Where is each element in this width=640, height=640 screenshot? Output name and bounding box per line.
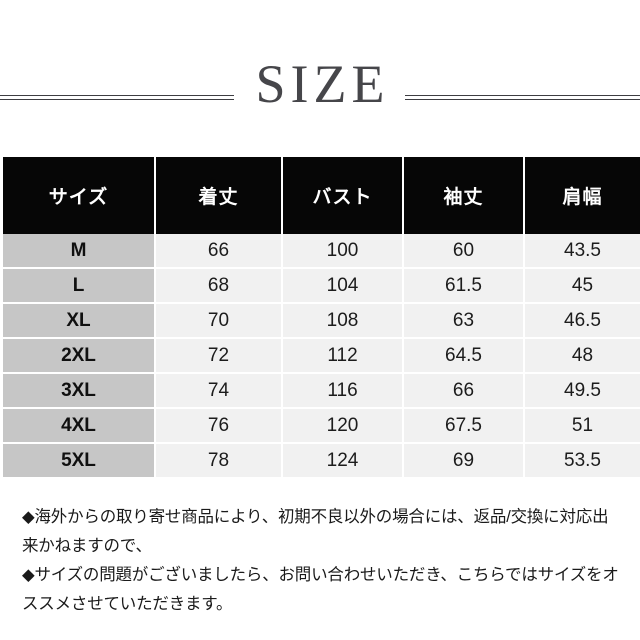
- cell-size: M: [3, 234, 156, 269]
- table-body: M 66 100 60 43.5 L 68 104 61.5 45 XL 70 …: [3, 234, 640, 477]
- table-header-row: サイズ 着丈 バスト 袖丈 肩幅: [3, 157, 640, 234]
- cell-size: L: [3, 268, 156, 304]
- table-row: 3XL 74 116 66 49.5: [3, 373, 640, 409]
- cell-length: 76: [155, 408, 283, 444]
- column-header-bust: バスト: [282, 157, 404, 234]
- table-row: 4XL 76 120 67.5 51: [3, 408, 640, 444]
- cell-shoulder: 53.5: [524, 443, 640, 477]
- cell-sleeve: 64.5: [403, 338, 525, 374]
- cell-length: 78: [155, 443, 283, 477]
- cell-shoulder: 48: [524, 338, 640, 374]
- cell-length: 72: [155, 338, 283, 374]
- cell-sleeve: 63: [403, 303, 525, 339]
- cell-length: 74: [155, 373, 283, 409]
- column-header-size: サイズ: [3, 157, 156, 234]
- column-header-shoulder: 肩幅: [524, 157, 640, 234]
- cell-size: 2XL: [3, 338, 156, 374]
- cell-length: 70: [155, 303, 283, 339]
- cell-size: XL: [3, 303, 156, 339]
- cell-bust: 124: [282, 443, 404, 477]
- cell-shoulder: 45: [524, 268, 640, 304]
- cell-size: 3XL: [3, 373, 156, 409]
- title-rule-right: [405, 95, 640, 100]
- note-shipping-returns: ◆海外からの取り寄せ商品により、初期不良以外の場合には、返品/交換に対応出来かね…: [22, 508, 609, 555]
- cell-shoulder: 51: [524, 408, 640, 444]
- table-row: 5XL 78 124 69 53.5: [3, 443, 640, 477]
- table-header: サイズ 着丈 バスト 袖丈 肩幅: [3, 157, 640, 234]
- cell-bust: 112: [282, 338, 404, 374]
- size-chart-table: サイズ 着丈 バスト 袖丈 肩幅 M 66 100 60 43.5 L 68 1…: [3, 157, 640, 477]
- column-header-length: 着丈: [155, 157, 283, 234]
- note-size-inquiry: ◆サイズの問題がございましたら、お問い合わせいただき、こちらではサイズをオススメ…: [22, 566, 619, 613]
- title-rule-left: [0, 95, 234, 100]
- cell-bust: 108: [282, 303, 404, 339]
- page-title: SIZE: [255, 54, 390, 114]
- cell-sleeve: 69: [403, 443, 525, 477]
- table-row: 2XL 72 112 64.5 48: [3, 338, 640, 374]
- cell-sleeve: 60: [403, 234, 525, 269]
- table-row: M 66 100 60 43.5: [3, 234, 640, 269]
- cell-bust: 104: [282, 268, 404, 304]
- cell-sleeve: 61.5: [403, 268, 525, 304]
- title-block: SIZE: [0, 0, 640, 150]
- cell-size: 5XL: [3, 443, 156, 477]
- notes-section: ◆海外からの取り寄せ商品により、初期不良以外の場合には、返品/交換に対応出来かね…: [22, 503, 622, 619]
- cell-bust: 120: [282, 408, 404, 444]
- cell-shoulder: 43.5: [524, 234, 640, 269]
- cell-shoulder: 49.5: [524, 373, 640, 409]
- cell-bust: 116: [282, 373, 404, 409]
- column-header-sleeve: 袖丈: [403, 157, 525, 234]
- cell-bust: 100: [282, 234, 404, 269]
- cell-length: 66: [155, 234, 283, 269]
- cell-sleeve: 66: [403, 373, 525, 409]
- cell-size: 4XL: [3, 408, 156, 444]
- cell-sleeve: 67.5: [403, 408, 525, 444]
- cell-length: 68: [155, 268, 283, 304]
- cell-shoulder: 46.5: [524, 303, 640, 339]
- table-row: XL 70 108 63 46.5: [3, 303, 640, 339]
- table-row: L 68 104 61.5 45: [3, 268, 640, 304]
